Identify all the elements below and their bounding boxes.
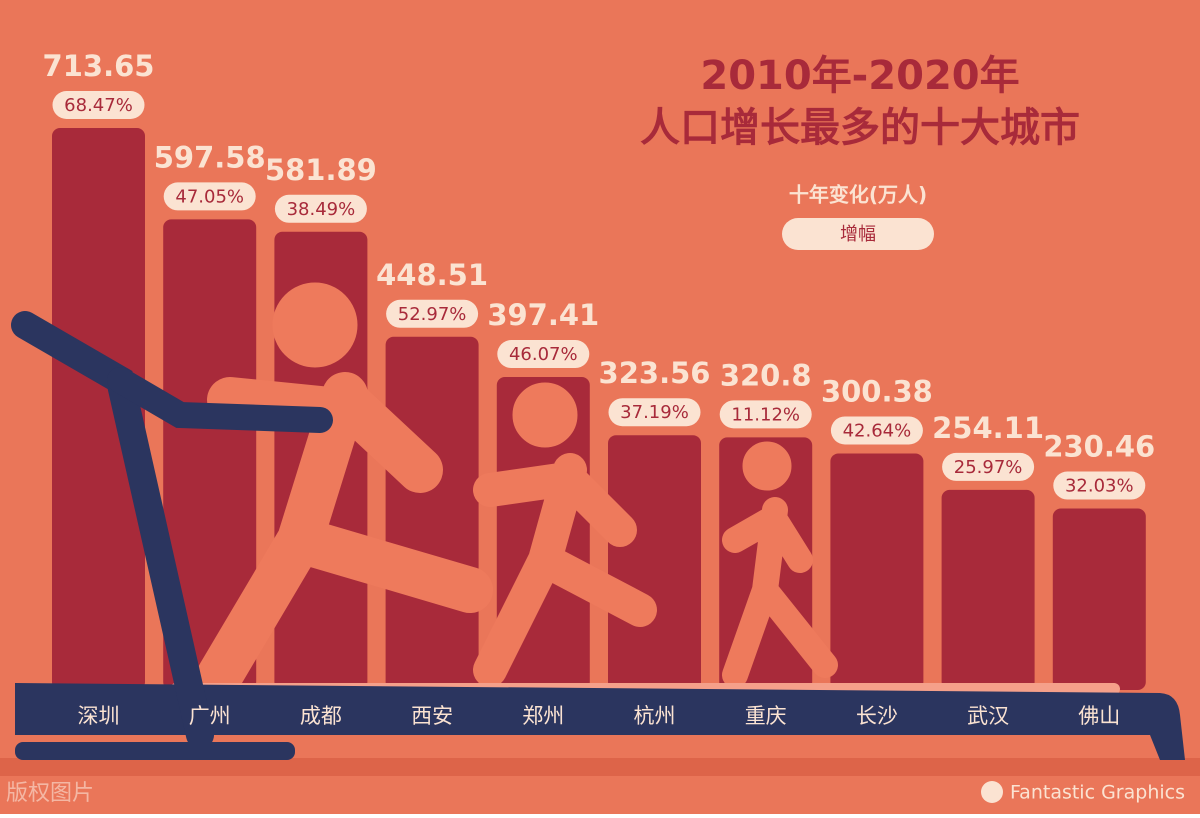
legend-label: 增幅 xyxy=(840,224,876,245)
legend-label: 十年变化(万人) xyxy=(789,183,927,207)
x-tick-label: 武汉 xyxy=(967,704,1009,728)
x-tick-label: 郑州 xyxy=(522,704,564,728)
growth-pill xyxy=(497,340,590,369)
value-label: 581.89 xyxy=(265,153,377,187)
credit-logo xyxy=(981,781,1003,803)
growth-label: 38.49% xyxy=(287,199,356,220)
growth-label: 32.03% xyxy=(1065,476,1134,497)
runner-body xyxy=(473,453,657,687)
growth-pill xyxy=(830,416,923,445)
legend-pill xyxy=(782,218,934,250)
floor-stripe xyxy=(0,758,1200,776)
chart-title: 人口增长最多的十大城市 xyxy=(640,105,1080,151)
runners xyxy=(197,282,838,698)
growth-pill xyxy=(274,194,367,223)
bar xyxy=(941,489,1035,690)
runner-body xyxy=(722,497,838,688)
bar xyxy=(1052,508,1146,690)
growth-label: 52.97% xyxy=(398,304,467,325)
x-tick-label: 成都 xyxy=(300,704,342,728)
growth-pill xyxy=(608,398,701,427)
growth-label: 68.47% xyxy=(64,95,133,116)
growth-label: 46.07% xyxy=(509,344,578,365)
growth-pill xyxy=(1053,471,1146,500)
chart-title: 2010年-2020年 xyxy=(700,53,1019,99)
growth-pill xyxy=(163,182,256,211)
bar xyxy=(52,128,145,691)
x-tick-label: 长沙 xyxy=(856,704,898,728)
growth-pill xyxy=(719,400,812,429)
runner-head xyxy=(272,282,358,368)
value-label: 300.38 xyxy=(821,374,933,408)
watermark: 版权图片 xyxy=(6,781,94,806)
value-label: 230.46 xyxy=(1043,430,1155,464)
runner-body xyxy=(197,372,493,698)
runner-head xyxy=(512,382,578,448)
x-tick-label: 广州 xyxy=(189,704,231,728)
value-label: 597.58 xyxy=(154,140,266,174)
runner-head xyxy=(742,441,792,491)
bar xyxy=(163,219,257,690)
growth-label: 42.64% xyxy=(843,420,912,441)
x-tick-label: 西安 xyxy=(411,704,453,728)
bar xyxy=(608,435,701,690)
value-label: 448.51 xyxy=(376,258,488,292)
value-label: 320.8 xyxy=(720,358,812,392)
growth-label: 47.05% xyxy=(175,186,244,207)
value-label: 397.41 xyxy=(487,298,599,332)
treadmill xyxy=(11,311,1185,760)
x-tick-label: 深圳 xyxy=(78,704,120,728)
value-label: 713.65 xyxy=(43,49,155,83)
value-label: 254.11 xyxy=(932,411,1044,445)
value-label: 323.56 xyxy=(599,356,711,390)
growth-pill xyxy=(52,91,145,120)
base xyxy=(15,742,295,760)
handle xyxy=(107,367,333,433)
labels: 深圳 广州 成都 西安 郑州 杭州 重庆 长沙 武汉 佛山 xyxy=(78,704,1121,728)
bar xyxy=(385,336,479,690)
growth-label: 37.19% xyxy=(620,402,689,423)
growth-pill xyxy=(386,299,479,328)
x-tick-label: 重庆 xyxy=(745,704,787,728)
credit: Fantastic Graphics xyxy=(1010,782,1185,804)
growth-label: 11.12% xyxy=(731,404,800,425)
growth-pill xyxy=(942,452,1035,481)
belt xyxy=(15,683,1185,760)
bar xyxy=(830,453,924,690)
x-tick-label: 杭州 xyxy=(634,704,676,728)
growth-label: 25.97% xyxy=(954,457,1023,478)
x-tick-label: 佛山 xyxy=(1078,704,1120,728)
